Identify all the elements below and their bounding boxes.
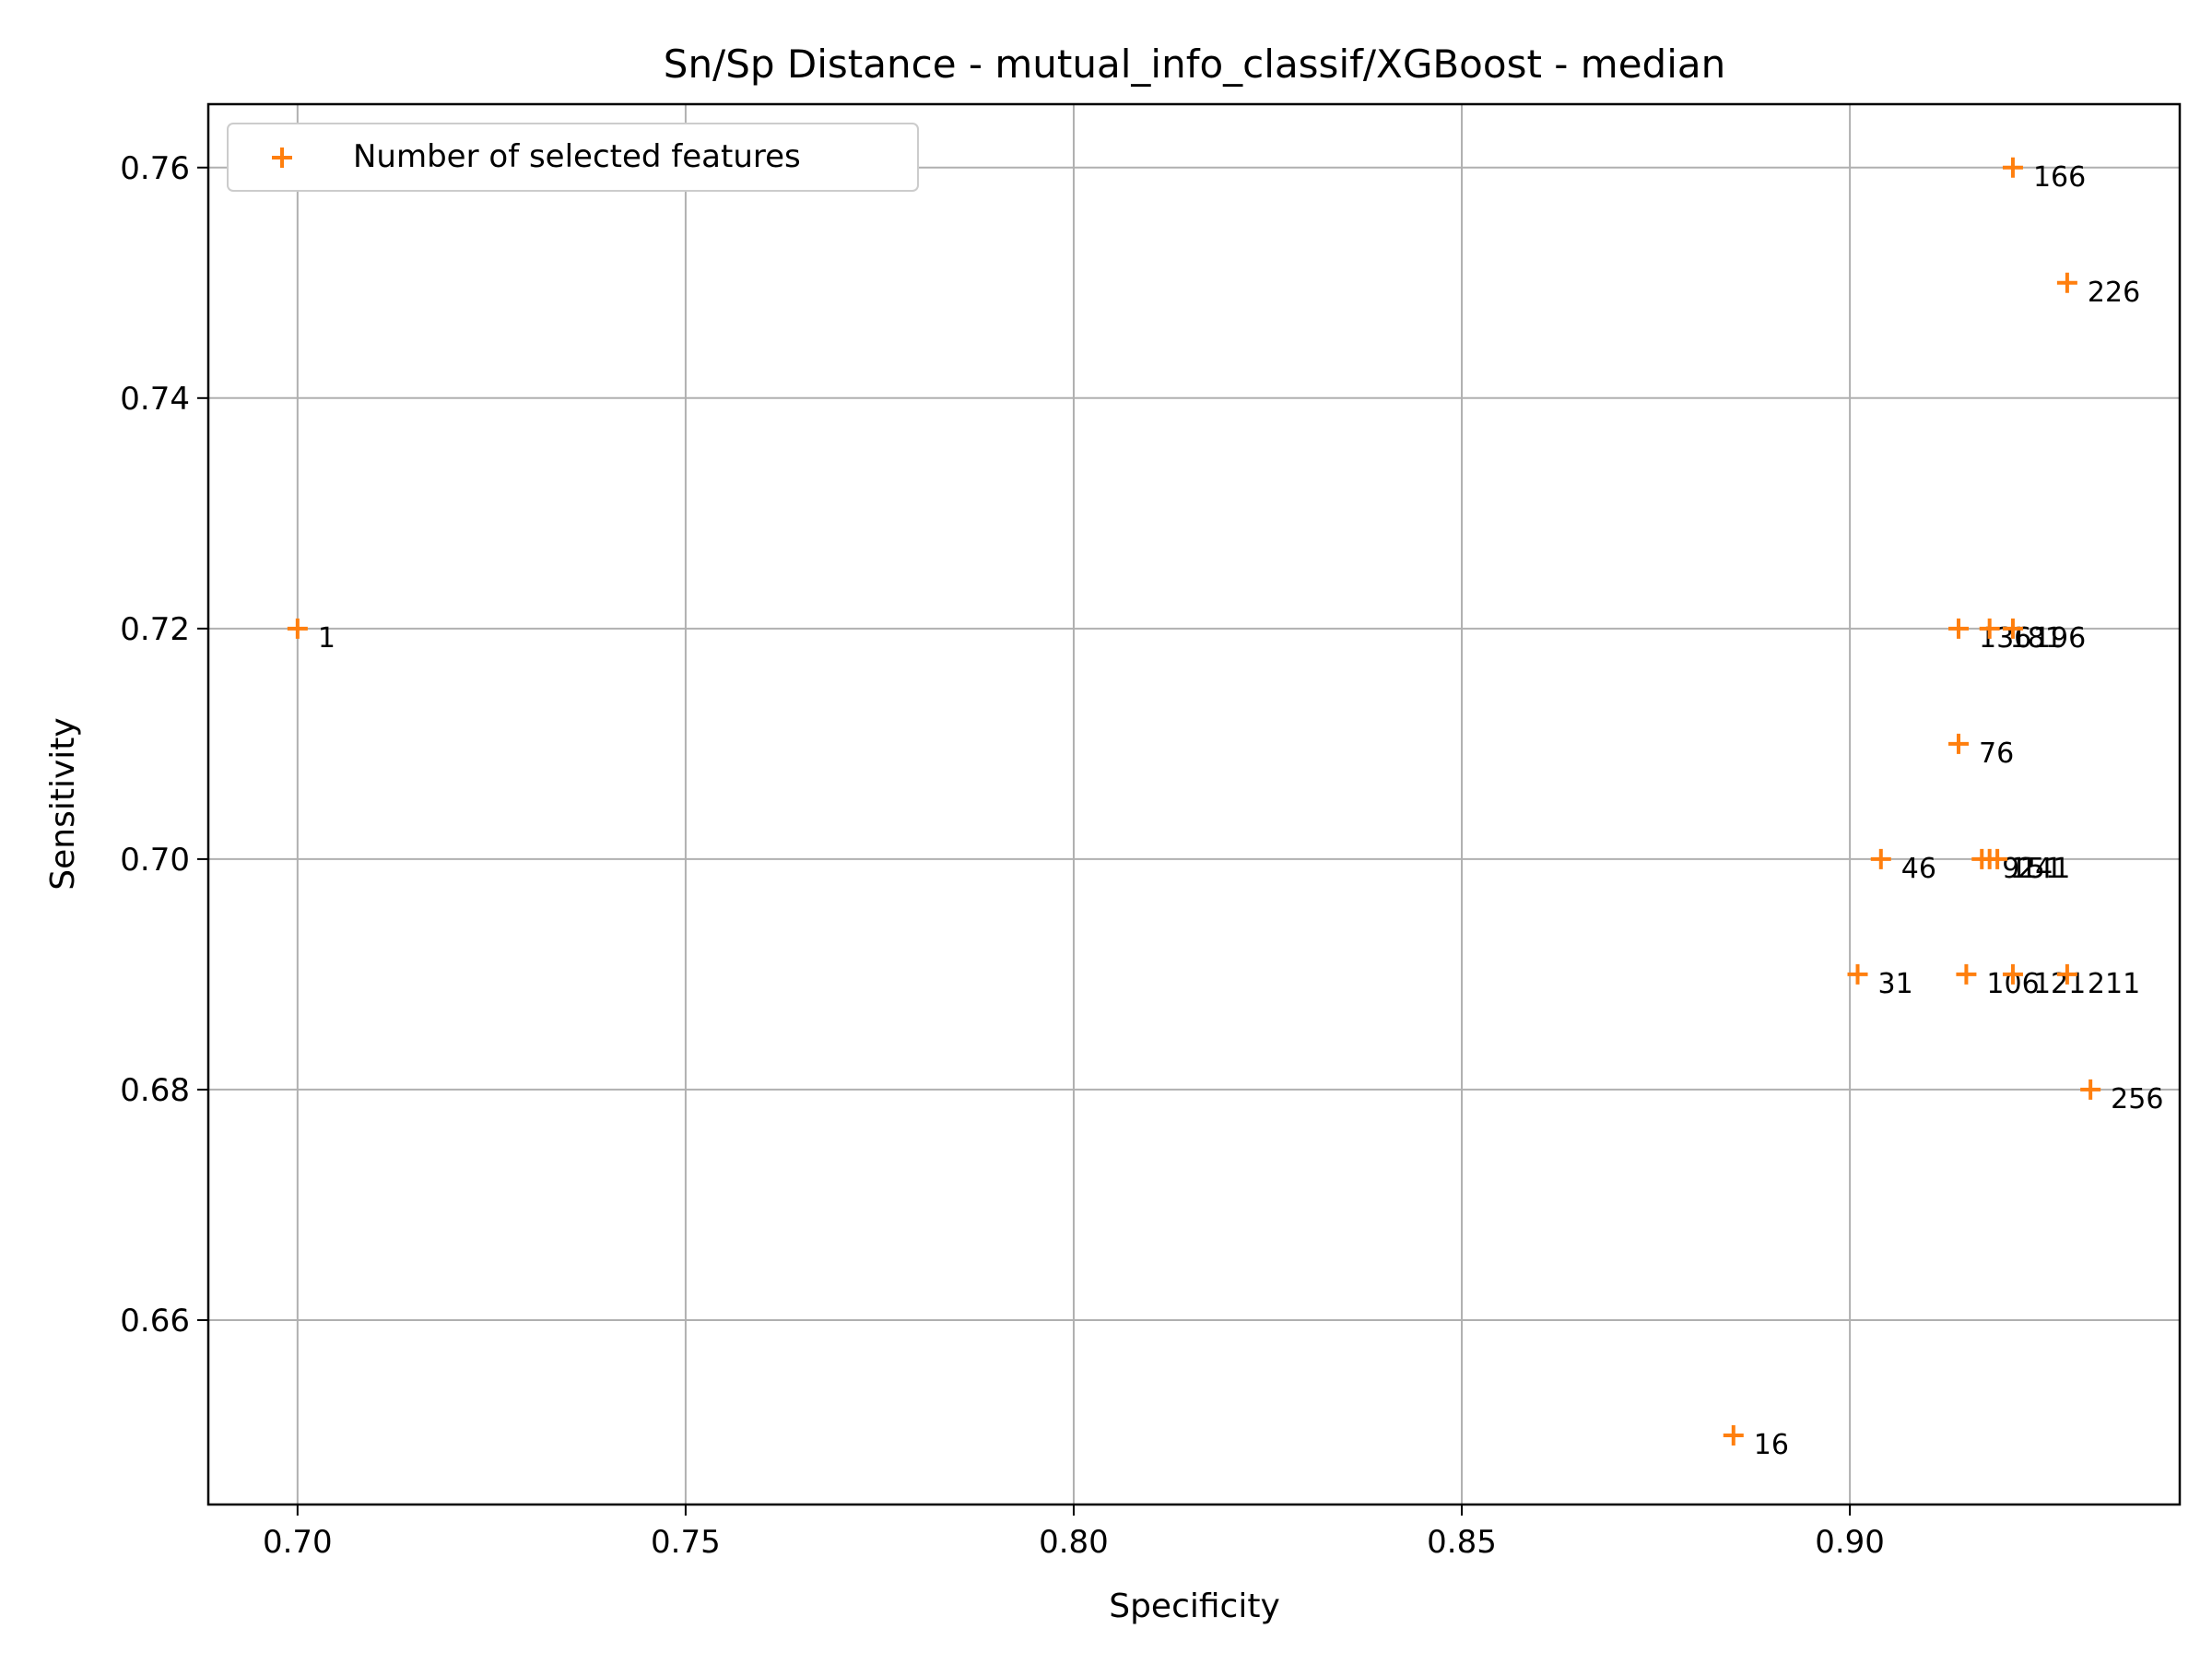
point-label: 91: [2002, 853, 2037, 885]
data-point-226: 226: [2056, 272, 2140, 309]
y-tick-label: 0.72: [120, 611, 190, 648]
plot-area-frame: [206, 102, 2182, 1506]
point-label: 226: [2088, 277, 2140, 309]
chart-title: Sn/Sp Distance - mutual_info_classif/XGB…: [664, 41, 1725, 87]
y-tick-label: 0.76: [120, 150, 190, 187]
plus-marker: [2056, 272, 2077, 293]
y-tick-label: 0.66: [120, 1303, 190, 1339]
x-tick-label: 0.90: [1815, 1524, 1885, 1561]
legend: Number of selected features: [227, 123, 919, 192]
plus-marker: [1979, 618, 2000, 639]
x-tick-label: 0.75: [651, 1524, 721, 1561]
plus-marker: [1947, 618, 1969, 639]
plus-marker: [1947, 733, 1969, 754]
data-point-211: 211: [2056, 963, 2140, 1000]
plus-marker: [1870, 848, 1891, 869]
point-label: 196: [2033, 622, 2086, 655]
legend-box: [227, 123, 919, 192]
plus-marker: [1847, 963, 1868, 985]
ticks-layer: 0.70 0.75 0.80 0.85 0.90 0.66 0.68 0.70 0.72 0.74…: [120, 150, 1885, 1561]
plus-marker: [2002, 963, 2023, 985]
data-point-166: 166: [2002, 157, 2086, 194]
plus-marker: [2056, 963, 2077, 985]
data-point-151: 151: [1979, 848, 2063, 885]
x-tick-label: 0.80: [1039, 1524, 1109, 1561]
data-point-91: 91: [1971, 848, 2037, 885]
point-label: 166: [2033, 161, 2086, 194]
legend-marker-plus-icon: [272, 148, 292, 168]
point-label: 241: [2018, 853, 2070, 885]
plus-marker: [1987, 848, 2008, 869]
data-point-16: 16: [1723, 1424, 1789, 1461]
point-label: 256: [2111, 1083, 2163, 1115]
plus-marker: [1956, 963, 1977, 985]
data-point-31: 31: [1847, 963, 1913, 1000]
y-tick-label: 0.74: [120, 381, 190, 418]
x-tick-label: 0.70: [263, 1524, 333, 1561]
y-tick-label: 0.68: [120, 1072, 190, 1109]
point-label: 76: [1979, 738, 2014, 770]
point-label: 31: [1878, 968, 1913, 1000]
plus-marker: [2002, 157, 2023, 178]
y-axis-label: Sensitivity: [44, 717, 82, 890]
plus-marker: [2080, 1079, 2101, 1100]
data-point-196: 196: [2002, 618, 2086, 655]
legend-plus-mark: [272, 148, 292, 168]
data-point-76: 76: [1947, 733, 2014, 770]
point-label: 211: [2088, 968, 2140, 1000]
data-point-1: 1: [287, 618, 335, 655]
plus-marker: [1723, 1424, 1744, 1446]
x-axis-label: Specificity: [1109, 1587, 1280, 1625]
x-tick-label: 0.85: [1427, 1524, 1497, 1561]
points-layer: 1163146769110612113615116618119621122624…: [287, 157, 2163, 1461]
y-tick-label: 0.70: [120, 842, 190, 879]
plus-marker: [287, 618, 308, 639]
data-point-46: 46: [1870, 848, 1936, 885]
point-label: 46: [1901, 853, 1936, 885]
legend-label: Number of selected features: [353, 138, 801, 175]
plus-marker: [2002, 618, 2023, 639]
point-label: 151: [2010, 853, 2063, 885]
data-point-256: 256: [2080, 1079, 2163, 1115]
point-label: 16: [1754, 1429, 1789, 1461]
point-label: 1: [318, 622, 335, 655]
data-point-241: 241: [1987, 848, 2070, 885]
